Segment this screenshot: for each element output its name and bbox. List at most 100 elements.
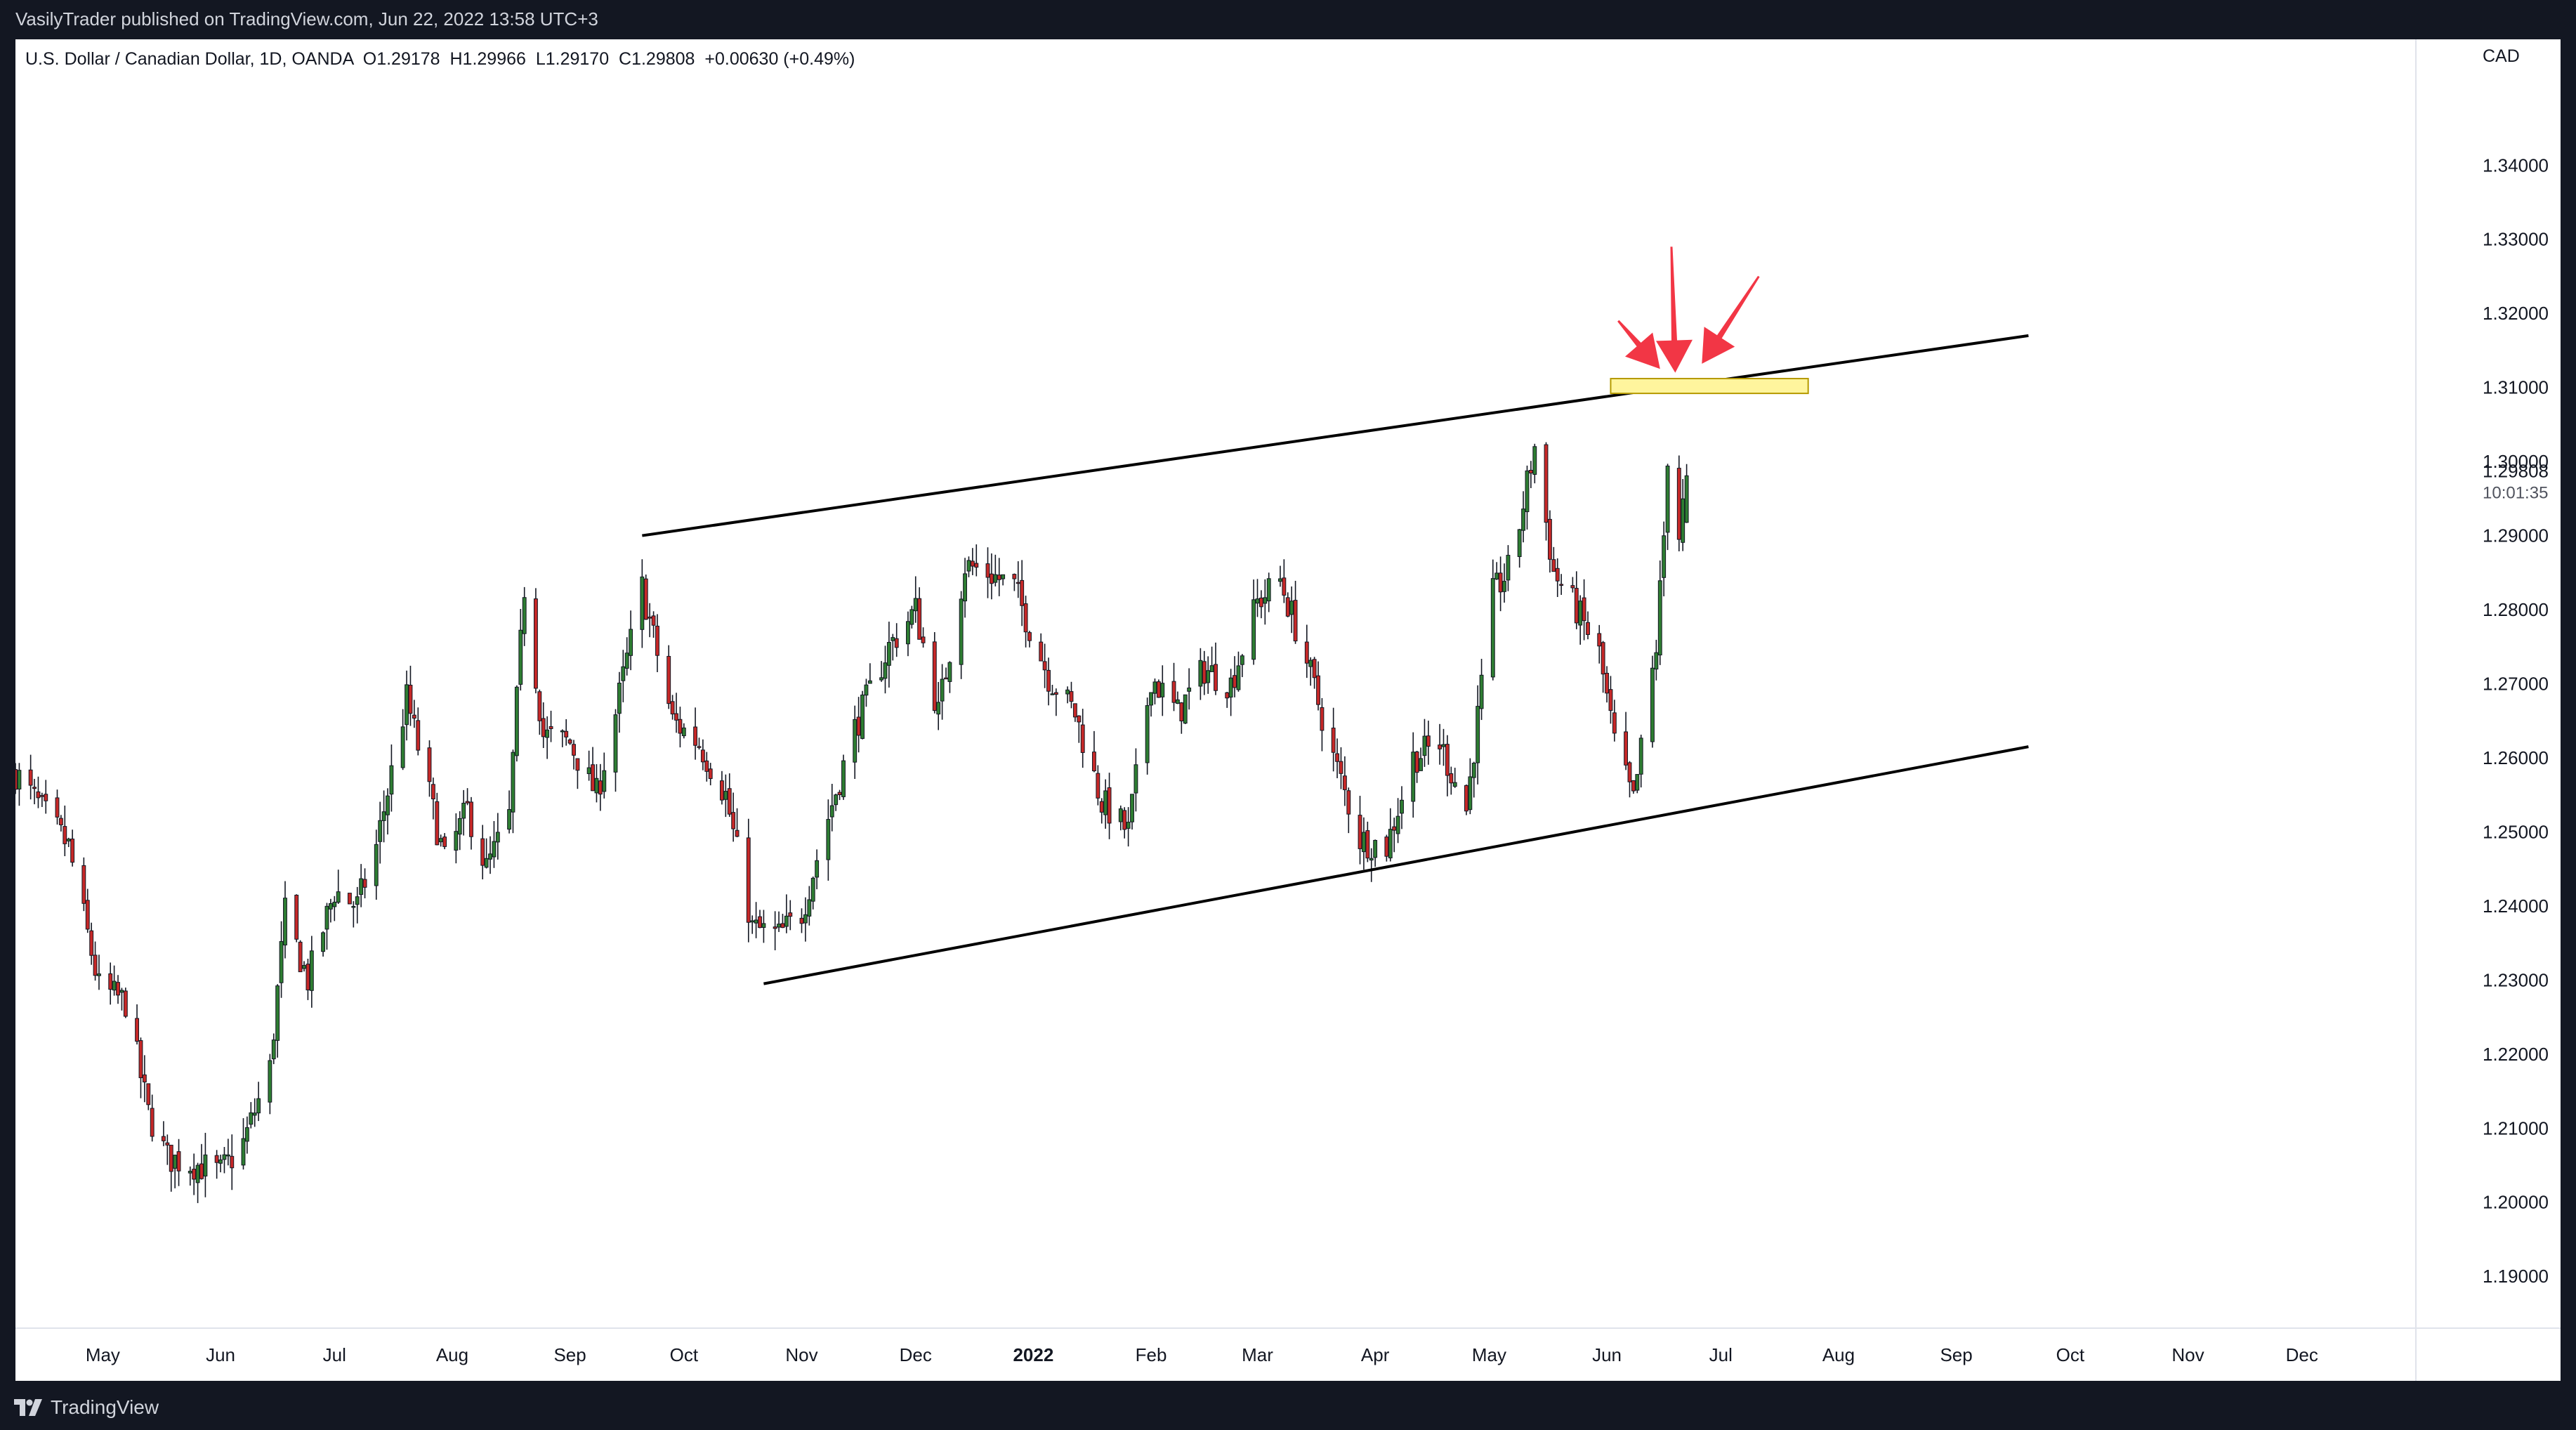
price-tick-label: 1.28000 xyxy=(2483,599,2549,620)
candle-body xyxy=(674,713,678,721)
candle-body xyxy=(1156,681,1161,698)
price-tick-label: 1.22000 xyxy=(2483,1044,2549,1065)
candle-body xyxy=(522,597,527,634)
candle-body xyxy=(864,684,869,696)
candle-body xyxy=(666,655,671,704)
candle-body xyxy=(142,1074,147,1083)
candle-body xyxy=(829,805,834,818)
candle-body xyxy=(777,924,781,928)
price-chart[interactable]: 1.19000 1.20000 1.21000 1.22000 1.23000 1.240… xyxy=(15,39,2561,1381)
candle-body xyxy=(275,985,280,1041)
candle-body xyxy=(480,838,485,866)
candle-body xyxy=(879,677,884,681)
candle-body xyxy=(1676,468,1681,540)
candle-body xyxy=(1346,790,1351,815)
candle-body xyxy=(1096,773,1100,799)
candle-body xyxy=(1551,559,1556,572)
candle-body xyxy=(1339,761,1343,774)
candle-body xyxy=(758,916,762,929)
candle-body xyxy=(917,598,922,640)
candle-body xyxy=(905,621,910,645)
candle-body xyxy=(514,686,519,756)
chart-area[interactable]: 1.19000 1.20000 1.21000 1.22000 1.23000 1.240… xyxy=(15,39,2561,1381)
time-tick-label: Apr xyxy=(1361,1344,1390,1365)
candle-body xyxy=(435,801,440,846)
symbol-legend: U.S. Dollar / Canadian Dollar, 1D, OANDA… xyxy=(25,49,855,70)
candle-body xyxy=(1103,790,1108,815)
candle-body xyxy=(123,990,128,1017)
candle-body xyxy=(648,617,652,619)
candle-body xyxy=(541,718,546,737)
candle-body xyxy=(985,563,990,578)
candle-body xyxy=(1452,782,1457,787)
candle-body xyxy=(374,844,379,886)
candle-body xyxy=(36,791,41,799)
candle-body xyxy=(670,701,675,715)
price-tick-label: 1.27000 xyxy=(2483,674,2549,695)
candle-body xyxy=(1171,681,1176,703)
candle-body xyxy=(44,794,48,801)
candle-body xyxy=(594,778,599,794)
candle-body xyxy=(799,917,804,924)
candle-body xyxy=(1582,597,1586,622)
candle-body xyxy=(1236,665,1241,690)
tradingview-logo-icon xyxy=(14,1399,42,1416)
candle-body xyxy=(1160,683,1165,697)
candle-body xyxy=(545,729,550,738)
tradingview-logo[interactable]: TradingView xyxy=(14,1396,159,1419)
candle-body xyxy=(815,860,820,878)
candle-body xyxy=(841,760,846,797)
candle-body xyxy=(214,1155,219,1163)
legend-close: C1.29808 xyxy=(619,49,695,69)
candle-body xyxy=(1039,641,1044,662)
candle-body xyxy=(883,662,888,679)
candle-body xyxy=(1130,794,1134,822)
candle-body xyxy=(1365,830,1370,859)
legend-open: O1.29178 xyxy=(362,49,440,69)
time-tick-label: Aug xyxy=(1822,1344,1855,1365)
currency-label: CAD xyxy=(2483,46,2520,66)
candle-body xyxy=(602,770,607,792)
candle-body xyxy=(457,818,462,835)
candle-body xyxy=(70,839,75,863)
candle-body xyxy=(1187,687,1192,692)
candle-body xyxy=(1342,775,1347,790)
candle-body xyxy=(959,598,964,665)
candle-body xyxy=(826,819,831,860)
candle-body xyxy=(613,714,618,773)
candle-body xyxy=(1517,529,1522,557)
candle-body xyxy=(32,787,37,789)
candle-body xyxy=(1152,681,1157,694)
candle-body xyxy=(1476,706,1480,763)
candle-body xyxy=(1635,774,1640,791)
price-tick-label: 1.25000 xyxy=(2483,821,2549,842)
candle-body xyxy=(1419,758,1423,771)
candle-body xyxy=(119,990,124,993)
candle-body xyxy=(1198,660,1203,687)
candle-body xyxy=(1179,702,1184,721)
candle-body xyxy=(548,726,553,729)
candle-body xyxy=(1358,815,1362,849)
candle-body xyxy=(1175,699,1180,704)
candle-body xyxy=(1570,585,1575,589)
candle-body xyxy=(400,726,405,768)
candle-body xyxy=(1133,764,1138,794)
price-tick-label: 1.32000 xyxy=(2483,303,2549,324)
candle-body xyxy=(1077,715,1082,723)
candle-body xyxy=(621,666,626,681)
candle-body xyxy=(1601,642,1605,675)
candle-body xyxy=(1547,518,1552,560)
candle-body xyxy=(1361,832,1366,853)
candle-body xyxy=(856,716,861,736)
candle-body xyxy=(1657,580,1662,656)
time-tick-label: Feb xyxy=(1136,1344,1167,1365)
legend-low: L1.29170 xyxy=(535,49,610,69)
candle-body xyxy=(89,930,94,956)
price-tick-label: 1.29000 xyxy=(2483,525,2549,546)
candle-body xyxy=(1293,600,1298,642)
time-tick-label: Dec xyxy=(2286,1344,2318,1365)
candle-body xyxy=(1065,689,1070,695)
time-tick-label: Jul xyxy=(1709,1344,1733,1365)
price-tick-label: 1.30000 xyxy=(2483,451,2549,472)
candle-body xyxy=(1605,673,1609,694)
